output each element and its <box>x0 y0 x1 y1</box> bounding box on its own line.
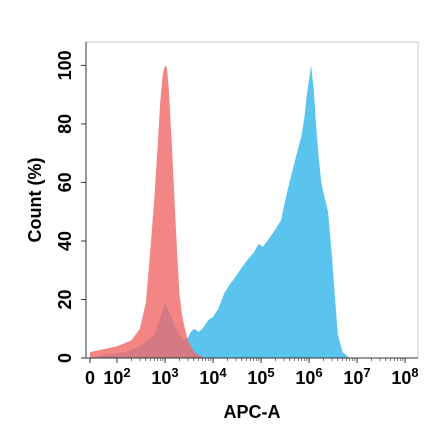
y-tick-label: 80 <box>55 114 75 134</box>
histogram-series-2 <box>90 65 405 359</box>
x-tick-label: 106 <box>295 365 322 388</box>
y-tick-label: 60 <box>55 172 75 192</box>
x-tick-label: 105 <box>247 365 274 388</box>
y-axis-ticks: 0 20 40 60 80 100 <box>55 50 86 363</box>
x-tick-label: 104 <box>199 365 227 388</box>
series-layer <box>90 65 405 359</box>
y-tick-label: 40 <box>55 231 75 251</box>
x-tick-label: 102 <box>103 365 130 388</box>
y-axis-label: Count (%) <box>25 158 45 243</box>
plot-area <box>85 41 419 359</box>
x-tick-label: 103 <box>151 365 178 388</box>
histogram-series-1 <box>90 65 405 359</box>
x-tick-label: 0 <box>85 368 95 388</box>
x-tick-label: 107 <box>343 365 370 388</box>
x-axis-ticks: 0 102 103 104 105 106 107 108 <box>85 358 419 388</box>
x-tick-label: 108 <box>391 365 418 388</box>
y-tick-label: 100 <box>55 50 75 80</box>
y-tick-label: 20 <box>55 289 75 309</box>
x-axis-label: APC-A <box>224 402 281 422</box>
y-tick-label: 0 <box>55 353 75 363</box>
